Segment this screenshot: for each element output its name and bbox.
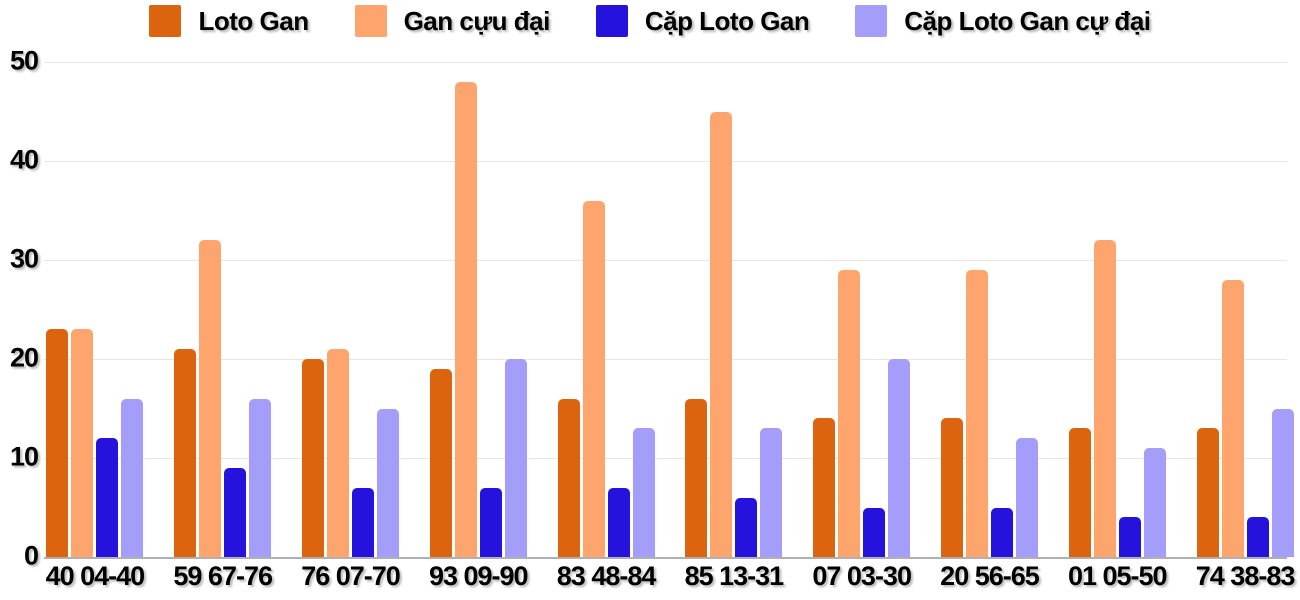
x-category-label: 76 07-70	[301, 561, 401, 591]
bar-group-01-05-50	[1053, 62, 1181, 557]
bar-group-93-09-90	[414, 62, 542, 557]
legend-swatch-icon	[595, 5, 628, 37]
bar-cặp-loto-gan-cự-đại[interactable]	[760, 428, 783, 557]
bar-group-83-48-84	[542, 62, 670, 557]
x-category-label: 74 38-83	[1195, 561, 1296, 591]
bar-cặp-loto-gan[interactable]	[351, 487, 374, 557]
y-tick-label: 20	[9, 342, 39, 373]
bar-cặp-loto-gan[interactable]	[479, 487, 502, 557]
legend-label: Gan cựu đại	[403, 5, 551, 36]
legend-item-gan-cựu-đại[interactable]: Gan cựu đại	[354, 5, 551, 37]
x-category-label: 83 48-84	[556, 561, 657, 591]
gridline	[44, 160, 1287, 162]
bar-cặp-loto-gan-cự-đại[interactable]	[121, 398, 144, 557]
bar-gan-cựu-đại[interactable]	[71, 329, 94, 557]
legend-swatch-icon	[855, 5, 888, 37]
x-category-label: 93 09-90	[428, 561, 529, 591]
bar-gan-cựu-đại[interactable]	[838, 269, 861, 557]
bar-cặp-loto-gan[interactable]	[96, 438, 119, 557]
legend-item-loto-gan[interactable]: Loto Gan	[149, 5, 309, 37]
x-category-label: 20 56-65	[940, 561, 1040, 591]
bar-cặp-loto-gan-cự-đại[interactable]	[1015, 438, 1038, 557]
bar-cặp-loto-gan[interactable]	[1246, 517, 1269, 557]
bar-group-20-56-65	[926, 62, 1054, 557]
x-category-label: 01 05-50	[1067, 561, 1168, 591]
bar-loto-gan[interactable]	[557, 398, 580, 557]
bar-cặp-loto-gan-cự-đại[interactable]	[1143, 448, 1166, 557]
x-axis: 40 04-40 59 67-76 76 07-70 93 09-90 83 48-84…	[31, 561, 1300, 592]
bar-cặp-loto-gan-cự-đại[interactable]	[376, 408, 399, 557]
gridline	[44, 259, 1287, 261]
bar-cặp-loto-gan-cự-đại[interactable]	[888, 359, 911, 557]
bar-cặp-loto-gan-cự-đại[interactable]	[249, 398, 272, 557]
bar-gan-cựu-đại[interactable]	[1093, 240, 1116, 557]
bar-cặp-loto-gan[interactable]	[863, 507, 886, 557]
chart-legend: Loto Gan Gan cựu đại Cặp Loto Gan Cặp Loto …	[0, 5, 1300, 37]
bar-loto-gan[interactable]	[1196, 428, 1219, 557]
y-tick-label: 50	[9, 45, 39, 76]
bar-gan-cựu-đại[interactable]	[710, 111, 733, 557]
bar-loto-gan[interactable]	[301, 359, 324, 557]
y-tick-label: 10	[9, 441, 39, 472]
bar-group-74-38-83	[1181, 62, 1300, 557]
bar-cặp-loto-gan-cự-đại[interactable]	[632, 428, 655, 557]
bar-gan-cựu-đại[interactable]	[199, 240, 222, 557]
gridline	[44, 358, 1287, 360]
bar-group-40-04-40	[31, 62, 159, 557]
legend-label: Loto Gan	[198, 5, 309, 36]
bar-loto-gan[interactable]	[429, 368, 452, 557]
x-category-label: 59 67-76	[173, 561, 273, 591]
legend-label: Cặp Loto Gan cự đại	[904, 5, 1151, 36]
bar-cặp-loto-gan[interactable]	[990, 507, 1013, 557]
bar-loto-gan[interactable]	[1068, 428, 1091, 557]
bar-loto-gan[interactable]	[813, 418, 836, 557]
bar-loto-gan[interactable]	[174, 349, 197, 557]
bar-gan-cựu-đại[interactable]	[454, 81, 477, 557]
bar-cặp-loto-gan-cự-đại[interactable]	[504, 359, 527, 557]
gridline	[44, 61, 1287, 63]
y-tick-label: 30	[9, 243, 39, 274]
legend-label: Cặp Loto Gan	[644, 5, 810, 36]
bar-cặp-loto-gan[interactable]	[735, 497, 758, 557]
bar-group-59-67-76	[159, 62, 287, 557]
bar-series-layer	[31, 62, 1300, 557]
bar-group-07-03-30	[798, 62, 926, 557]
y-tick-label: 40	[9, 144, 39, 175]
bar-group-76-07-70	[287, 62, 415, 557]
x-axis-baseline	[44, 557, 1287, 559]
y-tick-label: 0	[23, 540, 39, 571]
legend-swatch-icon	[354, 5, 387, 37]
bar-loto-gan[interactable]	[940, 418, 963, 557]
legend-swatch-icon	[149, 5, 182, 37]
legend-item-cặp-loto-gan[interactable]: Cặp Loto Gan	[595, 5, 810, 37]
bar-cặp-loto-gan-cự-đại[interactable]	[1271, 408, 1294, 557]
bar-gan-cựu-đại[interactable]	[326, 349, 349, 557]
bar-gan-cựu-đại[interactable]	[965, 269, 988, 557]
bar-group-85-13-31	[670, 62, 798, 557]
bar-cặp-loto-gan[interactable]	[1118, 517, 1141, 557]
legend-item-cặp-loto-gan-cự-đại[interactable]: Cặp Loto Gan cự đại	[855, 5, 1151, 37]
x-category-label: 85 13-31	[684, 561, 785, 591]
bar-cặp-loto-gan[interactable]	[607, 487, 630, 557]
x-category-label: 40 04-40	[45, 561, 146, 591]
bar-loto-gan[interactable]	[685, 398, 708, 557]
bar-cặp-loto-gan[interactable]	[224, 467, 247, 557]
bar-gan-cựu-đại[interactable]	[582, 200, 605, 557]
bar-loto-gan[interactable]	[46, 329, 69, 557]
gridline	[44, 457, 1287, 459]
bar-gan-cựu-đại[interactable]	[1221, 279, 1244, 557]
x-category-label: 07 03-30	[812, 561, 912, 591]
